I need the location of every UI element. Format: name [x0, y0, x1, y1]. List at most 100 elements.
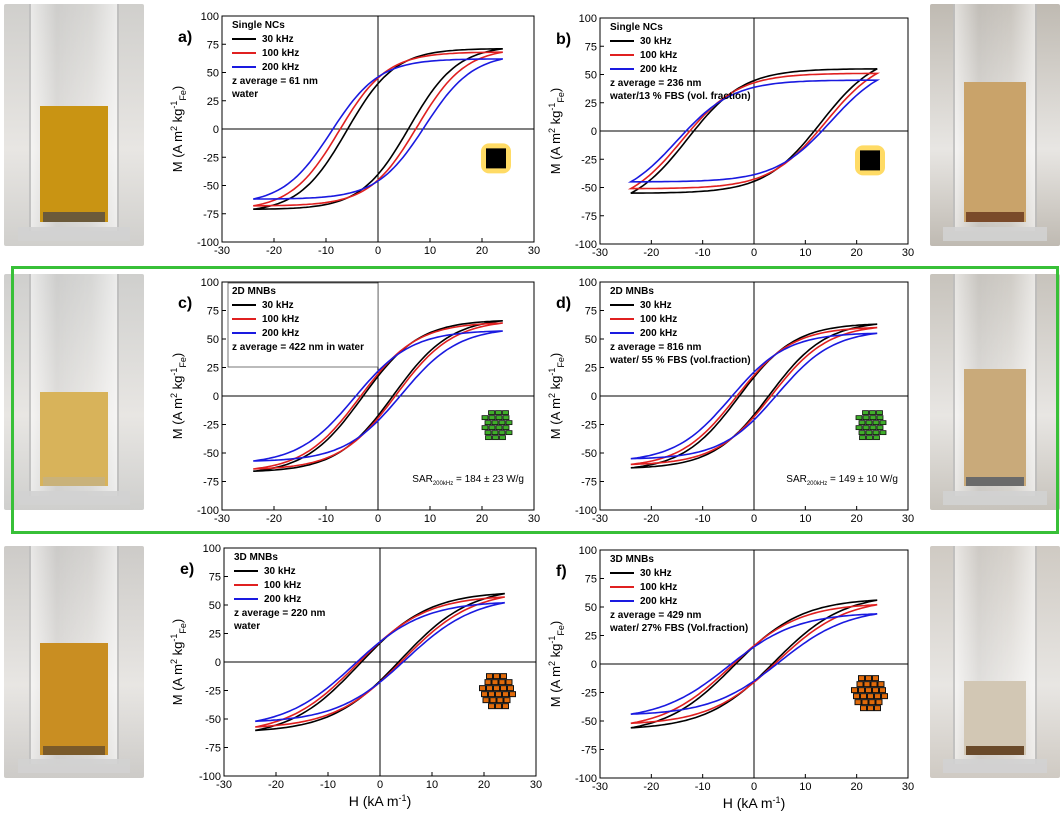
x-tick-label: 30 — [528, 513, 540, 525]
x-axis-label: H (kA m-1) — [349, 793, 411, 809]
x-tick-label: -20 — [268, 779, 284, 791]
annotation-text: water — [231, 89, 258, 100]
x-tick-label: -10 — [695, 513, 711, 525]
legend-label: 30 kHz — [262, 34, 294, 45]
y-tick-label: -75 — [205, 743, 221, 755]
legend-label: 200 kHz — [640, 328, 677, 339]
x-tick-label: 20 — [476, 513, 488, 525]
x-tick-label: -30 — [214, 513, 230, 525]
x-tick-label: -20 — [266, 245, 282, 257]
x-tick-label: 10 — [426, 779, 438, 791]
annotation-text: z average = 422 nm in water — [232, 342, 364, 353]
series-group — [627, 68, 881, 194]
legend: Single NCs 30 kHz 100 kHz 200 kHz z average … — [609, 22, 751, 102]
legend-label: 200 kHz — [640, 64, 677, 75]
nanocube-icon — [855, 145, 885, 176]
y-axis-label: M (A m2 kg-1Fe) — [169, 353, 188, 439]
x-tick-label: 20 — [478, 779, 490, 791]
y-tick-label: 25 — [209, 629, 221, 641]
x-axis-label: H (kA m-1) — [723, 795, 785, 811]
x-tick-label: 10 — [799, 513, 811, 525]
y-tick-label: -100 — [197, 505, 219, 517]
series-100-khz — [253, 51, 503, 207]
mnb-3d-icon — [851, 675, 888, 712]
y-tick-label: -75 — [581, 745, 597, 757]
x-tick-label: 30 — [902, 513, 914, 525]
x-tick-label: 30 — [530, 779, 542, 791]
series-group — [253, 320, 503, 472]
annotation-text: z average = 429 nm — [610, 610, 702, 621]
y-tick-label: -50 — [203, 181, 219, 193]
y-tick-label: -25 — [203, 420, 219, 432]
y-tick-label: 50 — [207, 68, 219, 80]
x-tick-label: 20 — [851, 513, 863, 525]
legend-label: 200 kHz — [640, 596, 677, 607]
panel-letter: d) — [556, 295, 571, 312]
y-tick-label: -100 — [199, 771, 221, 783]
x-tick-label: -10 — [695, 247, 711, 259]
x-tick-label: 10 — [799, 781, 811, 793]
x-tick-label: 0 — [751, 513, 757, 525]
y-tick-label: 100 — [579, 277, 597, 289]
legend-title: Single NCs — [610, 22, 663, 33]
y-tick-label: 0 — [215, 657, 221, 669]
series-30-khz — [630, 599, 878, 729]
x-tick-label: -20 — [643, 781, 659, 793]
annotation-text: water/13 % FBS (vol. fraction) — [609, 91, 751, 102]
x-tick-label: -20 — [643, 513, 659, 525]
y-tick-label: -100 — [575, 505, 597, 517]
x-tick-label: -10 — [320, 779, 336, 791]
annotation-text: z average = 236 nm — [610, 78, 702, 89]
legend-label: 200 kHz — [264, 594, 301, 605]
legend-label: 30 kHz — [262, 300, 294, 311]
series-30-khz — [255, 592, 505, 732]
x-tick-label: 0 — [375, 245, 381, 257]
x-tick-label: -30 — [592, 513, 608, 525]
annotation-text: z average = 61 nm — [232, 76, 318, 87]
y-tick-label: -50 — [205, 714, 221, 726]
x-tick-label: 20 — [851, 247, 863, 259]
legend-title: 3D MNBs — [610, 554, 654, 565]
y-tick-label: 25 — [207, 96, 219, 108]
series-200-khz — [253, 330, 503, 462]
nanocube-icon — [481, 143, 511, 174]
y-tick-label: -75 — [203, 209, 219, 221]
series-group — [630, 323, 878, 469]
y-tick-label: 0 — [591, 126, 597, 138]
x-tick-label: 30 — [528, 245, 540, 257]
x-tick-label: 30 — [902, 781, 914, 793]
x-tick-label: 20 — [851, 781, 863, 793]
series-200-khz — [630, 613, 878, 715]
series-30-khz — [630, 323, 878, 469]
y-tick-label: 50 — [207, 334, 219, 346]
y-tick-label: 75 — [585, 306, 597, 318]
y-tick-label: -25 — [581, 420, 597, 432]
y-tick-label: -75 — [581, 477, 597, 489]
y-tick-label: -50 — [203, 448, 219, 460]
sample-liquid — [40, 643, 108, 755]
annotation-text: water — [233, 621, 260, 632]
x-tick-label: -10 — [695, 781, 711, 793]
sar-value: SAR200kHz = 184 ± 23 W/g — [412, 474, 524, 487]
annotation-text: water/ 55 % FBS (vol.fraction) — [609, 355, 751, 366]
legend: 3D MNBs 30 kHz 100 kHz 200 kHz z average = 4… — [609, 554, 748, 634]
legend-title: 3D MNBs — [234, 552, 278, 563]
y-tick-label: -75 — [581, 211, 597, 223]
y-tick-label: -25 — [581, 154, 597, 166]
x-tick-label: -30 — [592, 781, 608, 793]
x-tick-label: 10 — [799, 247, 811, 259]
y-tick-label: 25 — [585, 631, 597, 643]
legend-label: 100 kHz — [640, 314, 677, 325]
panel-letter: e) — [180, 561, 194, 578]
mnb-3d-icon — [479, 673, 516, 710]
legend-title: 2D MNBs — [232, 286, 276, 297]
x-tick-label: -10 — [318, 513, 334, 525]
series-30-khz — [253, 48, 503, 210]
y-tick-label: 100 — [579, 13, 597, 25]
legend-label: 100 kHz — [264, 580, 301, 591]
legend-label: 200 kHz — [262, 328, 299, 339]
